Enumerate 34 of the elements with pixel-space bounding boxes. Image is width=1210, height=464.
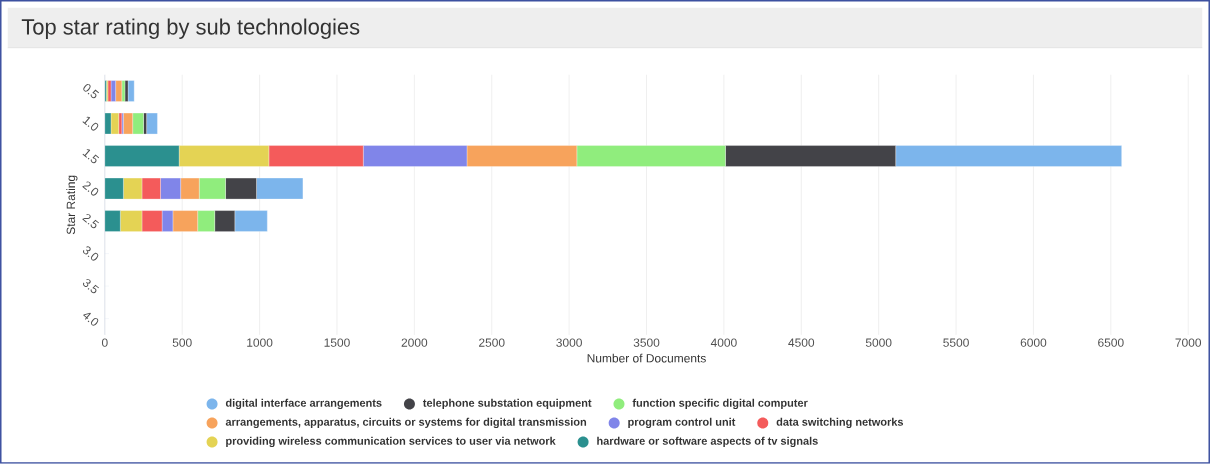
legend-label: arrangements, apparatus, circuits or systems for digital transmission xyxy=(225,417,587,429)
x-tick-label: 6000 xyxy=(1020,338,1047,348)
x-tick-label: 2000 xyxy=(401,338,428,348)
legend-label: function specific digital computer xyxy=(632,398,808,410)
x-tick-label: 3500 xyxy=(633,338,660,348)
legend-label: digital interface arrangements xyxy=(225,398,382,410)
y-tick-label: 1.5 xyxy=(82,149,100,164)
y-tick-label: 2.0 xyxy=(82,181,99,196)
legend-label: program control unit xyxy=(628,417,736,429)
legend-label: data switching networks xyxy=(776,417,904,429)
legend-label: providing wireless communication services to user via network xyxy=(226,436,556,448)
y-tick-label: 1.0 xyxy=(82,116,99,131)
x-tick-label: 3000 xyxy=(556,338,582,348)
y-tick-label: 0.5 xyxy=(83,84,100,99)
x-tick-label: 7000 xyxy=(1175,338,1202,348)
x-tick-label: 0 xyxy=(101,338,108,348)
y-tick-label: 3.0 xyxy=(83,246,99,261)
legend-label: hardware or software aspects of tv signals xyxy=(597,436,818,448)
x-tick-label: 5000 xyxy=(865,338,892,348)
y-tick-label: 2.5 xyxy=(82,214,100,229)
y-axis-title: Star Rating xyxy=(66,175,78,235)
x-tick-label: 2500 xyxy=(479,338,505,348)
y-tick-label: 4.0 xyxy=(83,312,99,326)
x-tick-label: 4000 xyxy=(710,338,737,348)
legend-label: telephone substation equipment xyxy=(422,398,592,410)
x-tick-label: 1000 xyxy=(247,338,273,348)
x-axis-title: Number of Documents xyxy=(587,353,706,363)
x-tick-label: 1500 xyxy=(324,338,350,348)
x-tick-label: 500 xyxy=(172,338,192,348)
x-tick-label: 4500 xyxy=(788,338,815,348)
y-tick-label: 3.5 xyxy=(83,279,100,294)
x-tick-label: 5500 xyxy=(943,338,969,348)
x-tick-label: 6500 xyxy=(1098,338,1124,348)
chart-title: Top star rating by sub technologies xyxy=(21,18,360,40)
